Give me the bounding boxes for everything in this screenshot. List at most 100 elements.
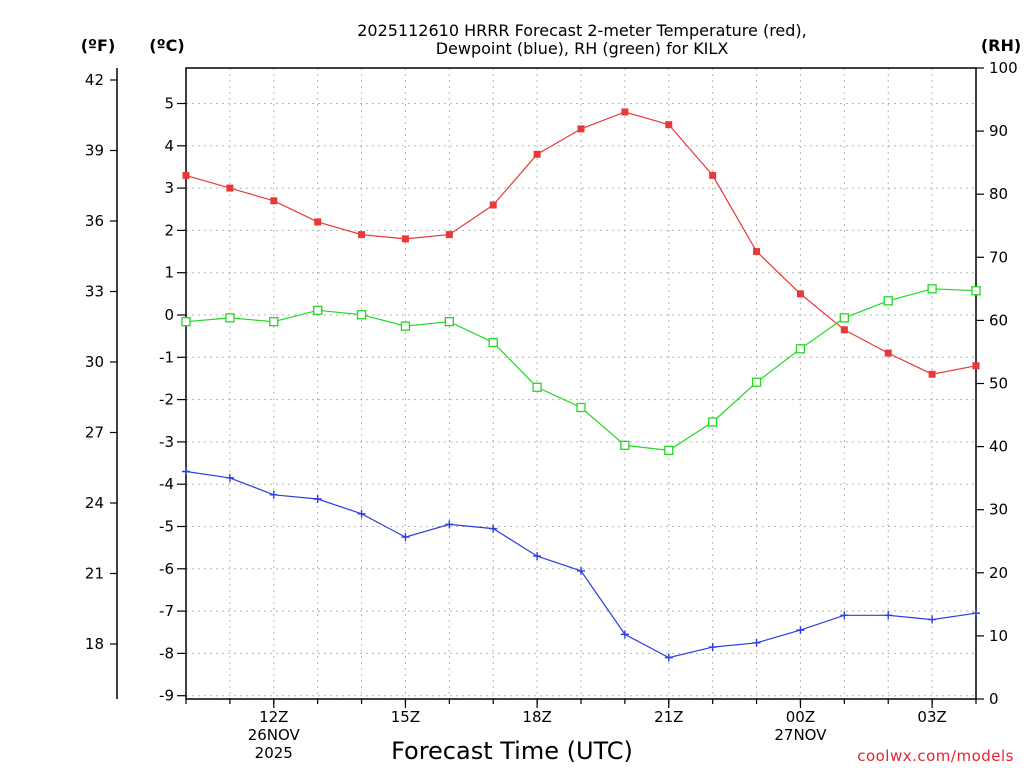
dewpoint-series-line	[185, 470, 977, 659]
time-tick-label: 00Z	[786, 708, 815, 726]
celsius-unit-label: (ºC)	[149, 36, 184, 55]
rh-unit-label: (RH)	[981, 36, 1021, 55]
time-tick-label: 26NOV	[248, 726, 301, 744]
temperature-point	[314, 218, 322, 226]
dewpoint-point	[752, 638, 761, 647]
rh-point	[751, 377, 762, 387]
rh-point	[356, 310, 367, 320]
celsius-tick-label: -9	[159, 687, 174, 705]
fahrenheit-tick-label: 18	[85, 635, 104, 653]
fahrenheit-tick-label: 30	[85, 353, 104, 371]
dewpoint-point	[182, 467, 190, 476]
celsius-tick-label: 3	[164, 179, 174, 197]
dewpoint-point	[489, 524, 498, 533]
time-tick-label: 21Z	[654, 708, 683, 726]
dewpoint-point	[796, 626, 805, 635]
rh-point	[444, 317, 454, 327]
dewpoint-point	[445, 520, 454, 529]
fahrenheit-tick-label: 21	[85, 565, 104, 583]
rh-tick-label: 100	[989, 59, 1018, 77]
temperature-point	[358, 231, 366, 239]
rh-point	[488, 337, 498, 348]
dewpoint-point	[708, 643, 717, 652]
rh-tick-label: 20	[989, 564, 1008, 582]
time-tick-label: 12Z	[259, 708, 288, 726]
fahrenheit-unit-label: (ºF)	[81, 36, 116, 55]
rh-point	[576, 402, 586, 413]
dewpoint-point	[225, 473, 234, 482]
celsius-axis: 5 4 3 2 1 0 -1 -2 -3 -4 -5 -6 -7 -8 -9	[159, 95, 186, 705]
rh-tick-label: 30	[989, 501, 1008, 519]
chart-title-line-2: Dewpoint (blue), RH (green) for KILX	[436, 39, 729, 58]
temperature-point	[928, 370, 936, 378]
rh-point	[839, 313, 849, 323]
grid-lines	[186, 68, 976, 699]
rh-tick-label: 80	[989, 185, 1008, 203]
fahrenheit-tick-label: 27	[85, 424, 104, 442]
dewpoint-point	[533, 552, 542, 561]
celsius-tick-label: -8	[159, 644, 174, 662]
dewpoint-point	[664, 653, 673, 662]
celsius-tick-label: -4	[159, 475, 174, 493]
rh-point	[225, 313, 235, 323]
celsius-tick-label: -3	[159, 433, 174, 451]
celsius-tick-label: 1	[164, 264, 174, 282]
rh-point	[620, 440, 630, 450]
temperature-point	[665, 121, 673, 129]
time-tick-label: 18Z	[522, 708, 551, 726]
rh-point	[269, 317, 279, 327]
rh-point	[400, 321, 411, 331]
temperature-point	[445, 231, 453, 239]
rh-point	[708, 417, 718, 427]
temperature-point	[753, 248, 761, 256]
rh-point	[795, 344, 806, 354]
dewpoint-point	[884, 611, 893, 620]
celsius-tick-label: -7	[159, 602, 174, 620]
fahrenheit-tick-label: 24	[85, 494, 104, 512]
chart-title-line-1: 2025112610 HRRR Forecast 2-meter Tempera…	[357, 21, 807, 40]
temperature-point	[489, 201, 497, 209]
temperature-point	[226, 184, 234, 192]
temperature-point	[884, 349, 892, 357]
rh-point	[313, 305, 323, 315]
temperature-point	[621, 108, 629, 116]
credit-text: coolwx.com/models	[857, 747, 1014, 765]
time-tick-label: 2025	[255, 744, 293, 762]
temperature-point	[533, 150, 541, 158]
dewpoint-point	[840, 611, 849, 620]
fahrenheit-tick-label: 36	[85, 212, 104, 230]
dewpoint-point	[357, 509, 366, 518]
series-layer	[181, 108, 981, 662]
temperature-point	[972, 362, 980, 370]
celsius-tick-label: -6	[159, 560, 174, 578]
rh-point	[927, 284, 937, 294]
fahrenheit-tick-label: 42	[85, 71, 104, 89]
dewpoint-point	[928, 615, 937, 624]
temperature-point	[401, 235, 409, 243]
temperature-point	[840, 326, 848, 334]
time-tick-label: 15Z	[391, 708, 420, 726]
rh-point	[664, 445, 674, 456]
temperature-point	[796, 290, 804, 298]
celsius-tick-label: -2	[159, 391, 174, 409]
celsius-tick-label: 4	[164, 137, 174, 155]
rh-point	[971, 286, 981, 296]
fahrenheit-tick-label: 39	[85, 142, 104, 160]
time-tick-label: 27NOV	[774, 726, 827, 744]
rh-point	[181, 317, 191, 327]
rh-point	[883, 296, 893, 306]
fahrenheit-axis: 42 39 36 33 30 27 24 21 18	[85, 71, 117, 653]
celsius-tick-label: 5	[164, 95, 174, 113]
x-axis-label: Forecast Time (UTC)	[391, 737, 633, 765]
celsius-tick-label: -1	[159, 348, 174, 366]
celsius-tick-label: 2	[164, 221, 174, 239]
rh-tick-label: 70	[989, 248, 1008, 266]
celsius-tick-label: -5	[159, 518, 174, 536]
dewpoint-point	[577, 566, 585, 575]
temperature-point	[577, 125, 585, 133]
rh-tick-label: 10	[989, 627, 1008, 645]
dewpoint-point	[401, 533, 410, 542]
